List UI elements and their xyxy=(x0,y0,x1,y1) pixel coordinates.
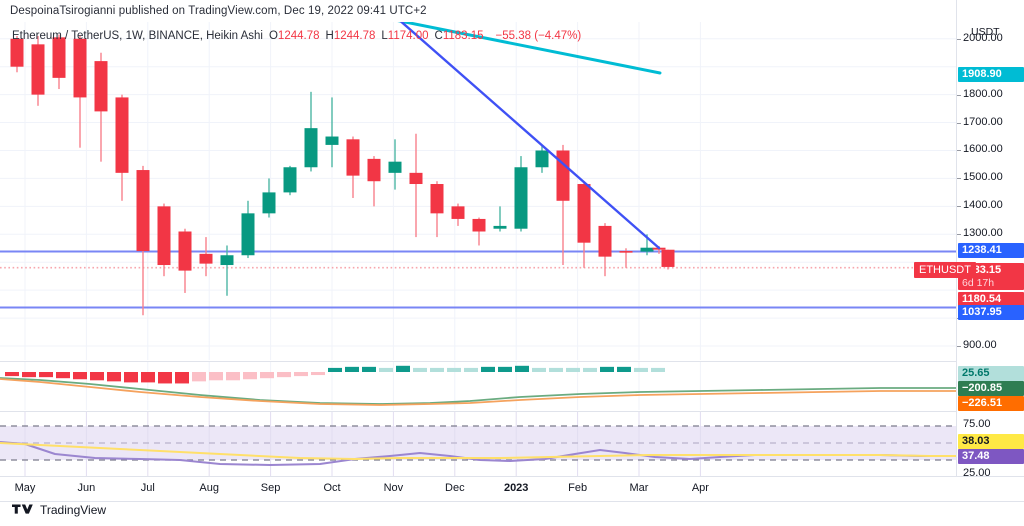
price-axis-tick: 1400.00 xyxy=(963,199,1003,212)
price-chart-svg xyxy=(0,22,956,360)
price-axis-badge-value: 1238.41 xyxy=(962,244,1002,256)
rsi-axis-badge[interactable]: 38.03 xyxy=(958,434,1024,449)
rsi-pane[interactable] xyxy=(0,412,956,476)
time-axis-tick: Sep xyxy=(260,482,281,494)
macd-axis-badge[interactable]: −226.51 xyxy=(958,396,1024,411)
price-axis[interactable]: USDT 2000.00 1800.00 1700.00 1600.00 1500.00… xyxy=(956,0,1024,479)
price-axis-tick: 1700.00 xyxy=(963,115,1003,128)
price-axis-tick-mark xyxy=(957,206,961,208)
macd-chart-svg xyxy=(0,362,956,410)
time-axis-tick: Dec xyxy=(445,482,465,494)
price-pane[interactable] xyxy=(0,22,956,360)
pane-divider-rsi xyxy=(0,411,1024,412)
macd-pane[interactable] xyxy=(0,362,956,410)
price-axis-badge-value: 1037.95 xyxy=(962,306,1002,318)
rsi-chart-svg xyxy=(0,412,956,476)
time-axis-tick: Jul xyxy=(140,482,155,494)
attribution-text: DespoinaTsirogianni published on Trading… xyxy=(10,5,427,17)
price-axis-badge-value: 1908.90 xyxy=(962,68,1002,80)
time-axis-tick: Apr xyxy=(691,482,709,494)
rsi-axis-badge[interactable]: 37.48 xyxy=(958,449,1024,464)
price-axis-tick-mark xyxy=(957,150,961,152)
time-axis-tick: Jun xyxy=(77,482,96,494)
price-axis-tick: 900.00 xyxy=(963,339,997,352)
macd-axis-badge[interactable]: 25.65 xyxy=(958,366,1024,381)
time-axis-tick: Aug xyxy=(199,482,219,494)
rsi-axis-tick: 75.00 xyxy=(963,418,991,430)
tradingview-logo-icon xyxy=(12,504,33,514)
time-axis-tick: Mar xyxy=(629,482,649,494)
price-axis-badge[interactable]: 1037.95 xyxy=(958,305,1024,320)
price-line-symbol-tag: ETHUSDT xyxy=(914,262,976,278)
time-axis[interactable]: May Jun Jul Aug Sep Oct Nov Dec 2023 Feb Mar Apr xyxy=(0,476,1024,502)
price-axis-tick-mark xyxy=(957,38,961,40)
price-axis-tick-mark xyxy=(957,122,961,124)
price-axis-tick: 1500.00 xyxy=(963,171,1003,184)
time-axis-tick: Oct xyxy=(323,482,341,494)
price-axis-tick: 1600.00 xyxy=(963,143,1003,156)
price-axis-badge[interactable]: 1908.90 xyxy=(958,67,1024,82)
price-axis-tick-mark xyxy=(957,234,961,236)
price-axis-tick-mark xyxy=(957,346,961,348)
price-axis-badge[interactable]: 1180.54 xyxy=(958,292,1024,307)
price-axis-tick-mark xyxy=(957,94,961,96)
price-axis-tick: 1800.00 xyxy=(963,87,1003,100)
price-axis-unit: USDT xyxy=(971,26,1000,38)
price-axis-tick: 1300.00 xyxy=(963,227,1003,240)
price-axis-badge[interactable]: 1238.41 xyxy=(958,243,1024,258)
price-axis-tick-mark xyxy=(957,178,961,180)
time-axis-tick: Feb xyxy=(568,482,588,494)
time-axis-tick: 2023 xyxy=(503,482,529,494)
price-axis-badge-value: 1180.54 xyxy=(962,293,1002,305)
time-axis-tick: Nov xyxy=(383,482,404,494)
price-axis-badge-countdown: 6d 17h xyxy=(962,277,995,289)
footer: TradingView xyxy=(12,503,106,517)
macd-axis-badge[interactable]: −200.85 xyxy=(958,381,1024,396)
price-axis-tick: 2000.00 xyxy=(963,31,1003,44)
time-axis-tick: May xyxy=(14,482,36,494)
pane-divider-macd xyxy=(0,361,1024,362)
tradingview-brand: TradingView xyxy=(40,503,107,517)
